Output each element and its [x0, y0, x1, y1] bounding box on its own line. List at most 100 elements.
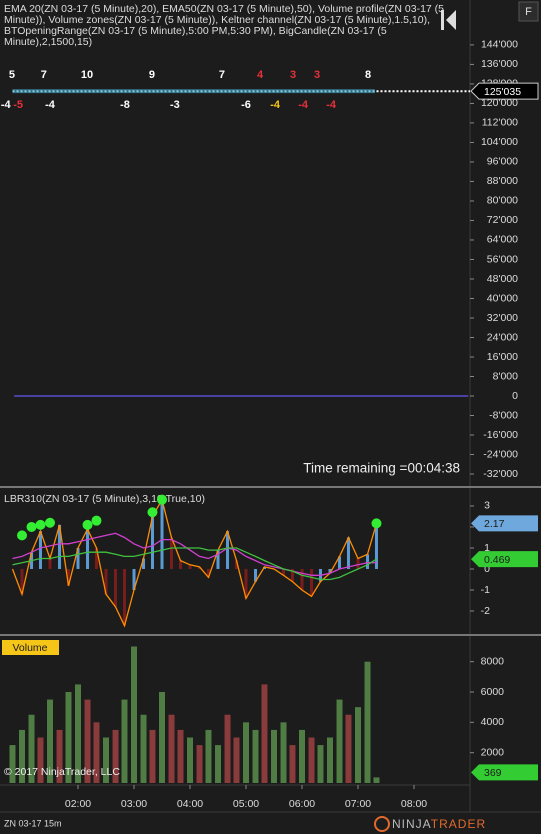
toggle-bar [441, 10, 444, 30]
histogram-bar [226, 531, 230, 569]
histogram-bar [328, 568, 332, 574]
x-tick-label: 03:00 [121, 798, 147, 810]
histogram-bar [142, 558, 146, 569]
volume-bar [56, 729, 63, 783]
signal-badge [471, 551, 538, 568]
volume-bar [308, 737, 315, 783]
signal-dot [17, 530, 28, 541]
sell-counts-label: -6 [241, 99, 251, 111]
histogram-bar [282, 568, 286, 576]
histogram-bar [198, 566, 202, 569]
y-tick-label: 64'000 [487, 234, 518, 246]
y-tick-label: 16'000 [487, 351, 518, 363]
volume-badge [471, 764, 538, 781]
y-tick-label: 2000 [481, 746, 505, 758]
sell-counts-label: -4 [45, 99, 56, 111]
histogram-bar [366, 554, 370, 569]
y-tick-label: 0 [484, 563, 490, 575]
sell-counts-label: -4 [270, 99, 281, 111]
buy-counts-label: 9 [149, 69, 155, 81]
y-tick-label: 8000 [481, 655, 505, 667]
volume-bar [327, 737, 334, 783]
volume-bar [261, 684, 268, 783]
x-tick-label: 02:00 [65, 798, 91, 810]
sell-counts-label: -8 [120, 99, 130, 111]
oscillator-badge [471, 515, 538, 532]
histogram-bar [20, 568, 24, 595]
volume-bar [233, 737, 240, 783]
oscillator-badge-label: 2.17 [484, 518, 505, 530]
signal-dot [35, 519, 46, 530]
histogram-bar [132, 568, 136, 590]
volume-bar [355, 707, 362, 783]
volume-bar [28, 714, 35, 783]
signal-dot [91, 515, 102, 526]
histogram-bar [244, 568, 248, 599]
histogram-bar [356, 558, 360, 569]
chart-trader-toggle[interactable] [441, 10, 456, 30]
indicator-title: LBR310(ZN 03-17 (5 Minute),3,10,True,10) [4, 493, 205, 505]
histogram-bar [206, 568, 210, 578]
volume-bar [65, 691, 72, 783]
buy-counts-label: 7 [219, 69, 225, 81]
y-tick-label: 0 [512, 390, 518, 402]
sell-counts-label: -4 [326, 99, 337, 111]
y-tick-label: -1 [481, 584, 490, 596]
signal-dot [147, 507, 158, 518]
y-tick-label: 104'000 [481, 136, 518, 148]
volume-bar [196, 745, 203, 783]
buy-counts-label: 4 [257, 69, 264, 81]
histogram-bar [234, 560, 238, 569]
volume-bar [243, 722, 250, 783]
volume-bar [252, 729, 259, 783]
indicator-legend: BTOpeningRange(ZN 03-17 (5 Minute),5:00 … [4, 25, 387, 37]
button-label: F [525, 6, 532, 18]
y-tick-label: 40'000 [487, 292, 518, 304]
signal-dot [82, 519, 93, 530]
indicator-legend: EMA 20(ZN 03-17 (5 Minute),20), EMA50(ZN… [4, 3, 444, 15]
histogram-bar [254, 568, 258, 582]
histogram-bar [104, 568, 108, 595]
volume-bar [37, 737, 44, 783]
y-tick-label: -32'000 [483, 468, 518, 480]
volume-bar [224, 714, 231, 783]
y-tick-label: 144'000 [481, 39, 518, 51]
x-tick-label: 08:00 [401, 798, 427, 810]
signal-badge-label: 0.469 [484, 554, 510, 566]
signal-dot [157, 494, 168, 505]
volume-bar [205, 729, 212, 783]
volume-bar [345, 714, 352, 783]
volume-bar [103, 737, 110, 783]
y-tick-label: 56'000 [487, 253, 518, 265]
price-badge-label: 125'035 [484, 86, 521, 98]
x-tick-label: 04:00 [177, 798, 203, 810]
volume-bar [149, 729, 156, 783]
x-tick-label: 06:00 [289, 798, 315, 810]
logo-right: TRADER [431, 817, 486, 831]
sell-counts-label: -3 [170, 99, 180, 111]
logo-left: NINJA [392, 817, 431, 831]
histogram-bar [216, 550, 220, 569]
buy-counts-label: 3 [314, 69, 320, 81]
sell-counts-label: -4 [298, 99, 309, 111]
sell-counts-label: -5 [13, 99, 23, 111]
y-tick-label: 32'000 [487, 312, 518, 324]
signal-dot [45, 517, 56, 528]
f-button[interactable]: F [518, 1, 539, 22]
button-box [518, 1, 539, 22]
volume-bar [177, 729, 184, 783]
sell-counts-label: -4 [1, 99, 12, 111]
y-tick-label: -8'000 [489, 409, 518, 421]
histogram-bar [346, 537, 350, 569]
buy-counts-label: 8 [365, 69, 371, 81]
signal-dot [26, 521, 37, 532]
histogram-bar [86, 529, 90, 569]
volume-bar [19, 729, 26, 783]
x-tick-label: 07:00 [345, 798, 371, 810]
y-tick-label: 136'000 [481, 58, 518, 70]
histogram-bar [374, 523, 378, 569]
volume-bar [121, 699, 128, 783]
y-tick-label: -24'000 [483, 448, 518, 460]
y-tick-label: 1 [484, 542, 490, 554]
histogram-bar [48, 558, 52, 569]
